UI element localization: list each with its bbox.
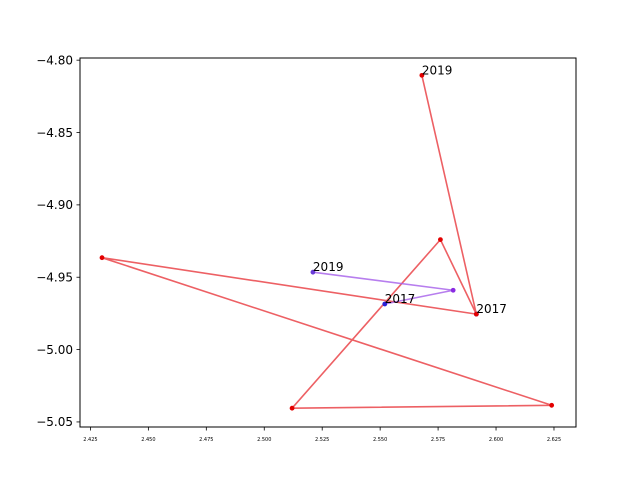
x-tick-label: 2.600 (489, 437, 503, 443)
y-tick-label: −4.80 (36, 53, 73, 67)
data-point (382, 301, 388, 307)
x-tick-label: 2.425 (83, 437, 97, 443)
annotation-2019: 2019 (313, 260, 344, 274)
series-line-0 (101, 75, 553, 409)
data-point (289, 405, 295, 411)
data-point (549, 402, 555, 408)
data-point (473, 311, 479, 317)
data-point (419, 72, 425, 78)
data-point (310, 269, 316, 275)
x-tick-label: 2.550 (373, 437, 387, 443)
x-tick-label: 2.575 (431, 437, 445, 443)
annotation-2019: 2019 (422, 63, 453, 77)
y-tick-label: −4.85 (36, 126, 73, 140)
x-axis: 2.425 2.450 2.475 2.500 2.525 2.550 2.575 2.600… (83, 427, 561, 443)
x-tick-label: 2.500 (257, 437, 271, 443)
series-layer (99, 72, 555, 411)
x-tick-label: 2.450 (141, 437, 155, 443)
annotation-layer: 2017 2019 2017 2019 (313, 63, 507, 316)
series-line-1 (312, 271, 454, 305)
y-tick-label: −4.95 (36, 271, 73, 285)
y-tick-label: −5.05 (36, 415, 73, 429)
x-tick-label: 2.525 (315, 437, 329, 443)
annotation-2017: 2017 (385, 292, 416, 306)
data-point (450, 287, 456, 293)
plot-frame (79, 57, 577, 428)
data-point (99, 255, 105, 261)
annotation-2017: 2017 (476, 302, 507, 316)
x-tick-label: 2.625 (547, 437, 561, 443)
y-tick-label: −5.00 (36, 343, 73, 357)
y-axis: −4.80 −4.85 −4.90 −4.95 −5.00 −5.05 (36, 53, 80, 429)
data-point (438, 237, 443, 243)
x-tick-label: 2.475 (199, 437, 213, 443)
y-tick-label: −4.90 (36, 198, 73, 212)
